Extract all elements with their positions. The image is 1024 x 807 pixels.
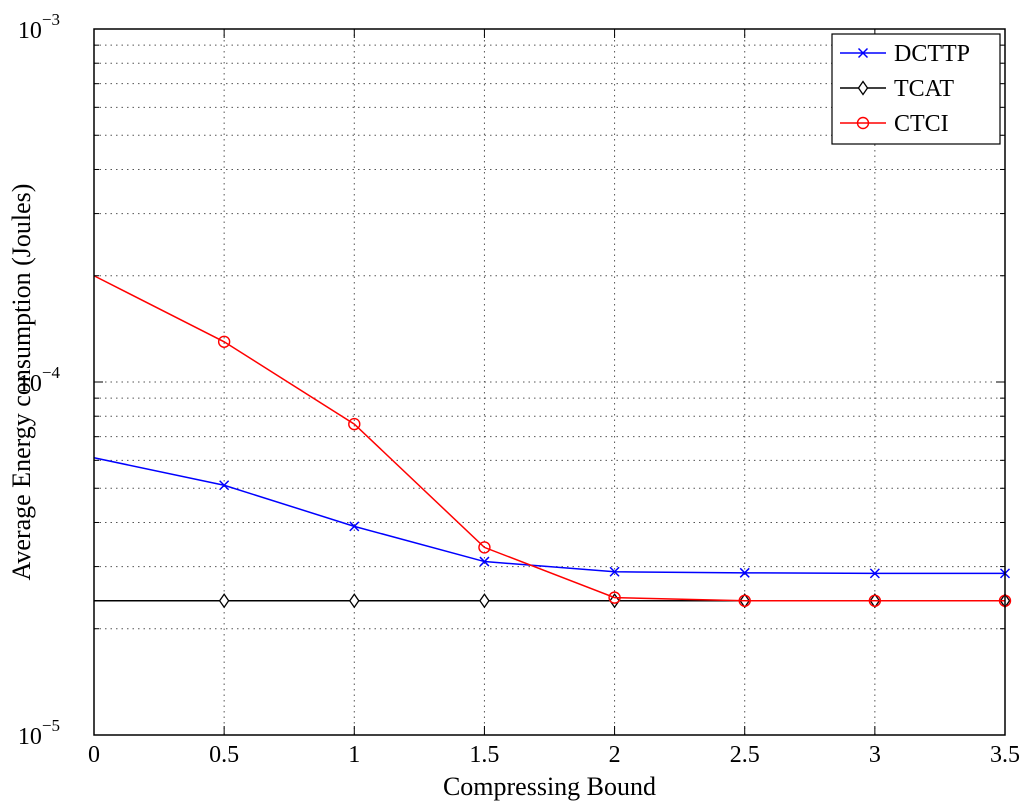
data-point-x-marker (349, 521, 360, 532)
data-point-x-marker (609, 566, 620, 577)
legend-label: DCTTP (894, 41, 970, 67)
data-point-x-marker (869, 568, 880, 579)
data-point-circle-marker (217, 335, 231, 348)
data-point-x-marker (739, 567, 750, 578)
x-axis-label: Compressing Bound (443, 772, 656, 801)
x-tick-label: 0 (88, 742, 100, 768)
y-tick-label: 10−5 (18, 716, 60, 750)
series-dcttp (93, 457, 1011, 579)
y-tick-label: 10−4 (18, 363, 61, 397)
y-tick-label: 10−3 (18, 10, 60, 44)
data-point-diamond-marker (348, 593, 360, 609)
legend: DCTTP TCAT CTCI (831, 33, 1001, 145)
series-ctci (93, 275, 1012, 607)
legend-item-ctci: CTCI (840, 111, 949, 137)
x-tick-label: 3.5 (990, 742, 1020, 768)
data-point-x-marker (857, 47, 869, 59)
data-point-diamond-marker (479, 593, 490, 609)
legend-item-tcat: TCAT (840, 76, 954, 102)
x-tick-label: 0.5 (209, 742, 239, 768)
x-tick-label: 1 (348, 742, 360, 768)
x-tick-label: 2 (609, 742, 621, 768)
x-tick-label: 2.5 (730, 742, 760, 768)
series-line-ctci (93, 275, 1005, 602)
x-tick-label: 3 (869, 742, 881, 768)
data-point-circle-marker (868, 594, 882, 607)
legend-label: TCAT (894, 76, 954, 102)
data-point-diamond-marker (857, 80, 869, 96)
series-line-dcttp (93, 457, 1005, 575)
data-point-diamond-marker (218, 593, 230, 609)
data-point-circle-marker (856, 116, 870, 130)
x-tick-label: 1.5 (469, 742, 499, 768)
legend-item-dcttp: DCTTP (840, 41, 970, 67)
data-point-x-marker (479, 556, 490, 567)
data-point-circle-marker (348, 417, 361, 431)
y-axis-label: Average Energy consumption (Joules) (7, 184, 36, 581)
data-point-circle-marker (738, 594, 751, 607)
legend-label: CTCI (894, 111, 949, 137)
data-point-x-marker (219, 480, 230, 491)
data-point-circle-marker (478, 541, 491, 554)
axis-ticks: 0 0.5 1 1.5 2 2.5 3 3.5 10−5 10−4 10−3 (18, 10, 1020, 768)
series-layer (93, 275, 1012, 609)
data-point-circle-marker (608, 591, 621, 604)
